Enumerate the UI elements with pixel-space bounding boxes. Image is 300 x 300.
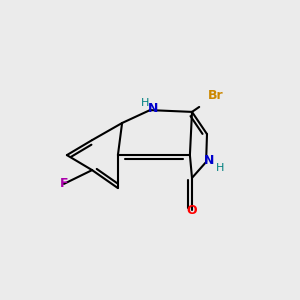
Text: Br: Br <box>208 89 224 102</box>
Text: N: N <box>148 102 158 115</box>
Text: F: F <box>60 177 68 190</box>
Text: H: H <box>215 163 224 173</box>
Text: O: O <box>187 203 197 217</box>
Text: H: H <box>141 98 150 108</box>
Text: N: N <box>204 154 214 167</box>
